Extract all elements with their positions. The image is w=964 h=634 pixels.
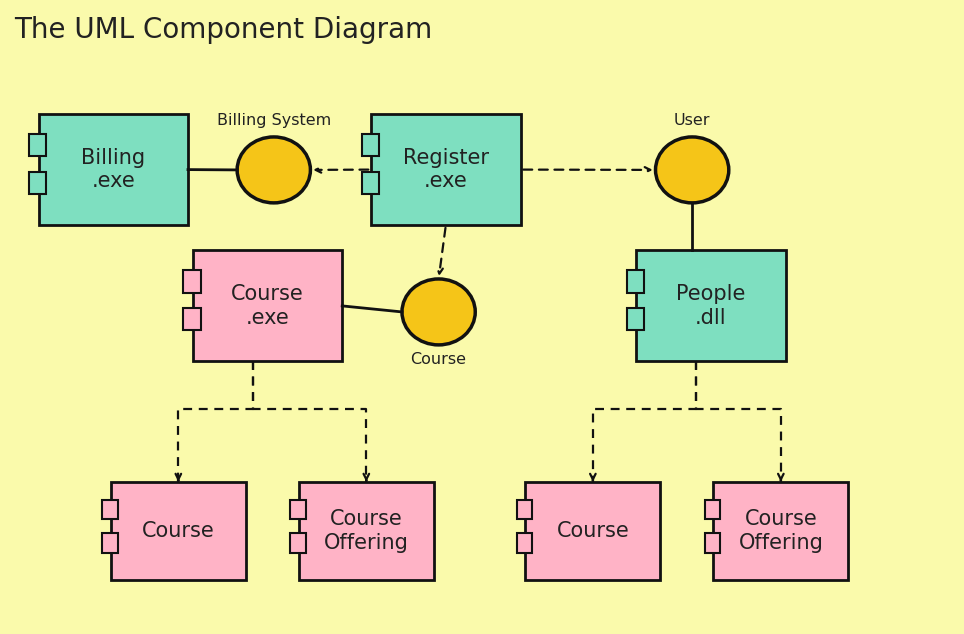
FancyBboxPatch shape xyxy=(627,308,644,330)
Ellipse shape xyxy=(237,137,310,203)
FancyBboxPatch shape xyxy=(39,114,188,225)
Text: Course
Offering: Course Offering xyxy=(738,509,823,553)
Text: Billing
.exe: Billing .exe xyxy=(81,148,146,191)
Text: Billing System: Billing System xyxy=(217,113,331,128)
FancyBboxPatch shape xyxy=(102,500,118,519)
FancyBboxPatch shape xyxy=(713,482,848,580)
FancyBboxPatch shape xyxy=(183,308,201,330)
FancyBboxPatch shape xyxy=(705,533,720,553)
FancyBboxPatch shape xyxy=(290,500,306,519)
Text: Course: Course xyxy=(411,352,467,367)
FancyBboxPatch shape xyxy=(636,250,786,361)
FancyBboxPatch shape xyxy=(29,134,46,156)
FancyBboxPatch shape xyxy=(627,270,644,293)
FancyBboxPatch shape xyxy=(299,482,434,580)
FancyBboxPatch shape xyxy=(193,250,342,361)
FancyBboxPatch shape xyxy=(371,114,521,225)
Text: The UML Component Diagram: The UML Component Diagram xyxy=(14,16,433,44)
FancyBboxPatch shape xyxy=(183,270,201,293)
FancyBboxPatch shape xyxy=(525,482,660,580)
FancyBboxPatch shape xyxy=(111,482,246,580)
FancyBboxPatch shape xyxy=(102,533,118,553)
FancyBboxPatch shape xyxy=(362,134,379,156)
FancyBboxPatch shape xyxy=(290,533,306,553)
Text: Course: Course xyxy=(142,521,215,541)
FancyBboxPatch shape xyxy=(29,172,46,194)
Text: Course
Offering: Course Offering xyxy=(324,509,409,553)
Text: Register
.exe: Register .exe xyxy=(403,148,489,191)
Ellipse shape xyxy=(656,137,729,203)
FancyBboxPatch shape xyxy=(362,172,379,194)
FancyBboxPatch shape xyxy=(517,533,532,553)
Text: Course: Course xyxy=(556,521,629,541)
FancyBboxPatch shape xyxy=(517,500,532,519)
Text: User: User xyxy=(674,113,710,128)
Text: People
.dll: People .dll xyxy=(677,284,745,328)
Text: Course
.exe: Course .exe xyxy=(231,284,304,328)
FancyBboxPatch shape xyxy=(705,500,720,519)
Ellipse shape xyxy=(402,279,475,345)
